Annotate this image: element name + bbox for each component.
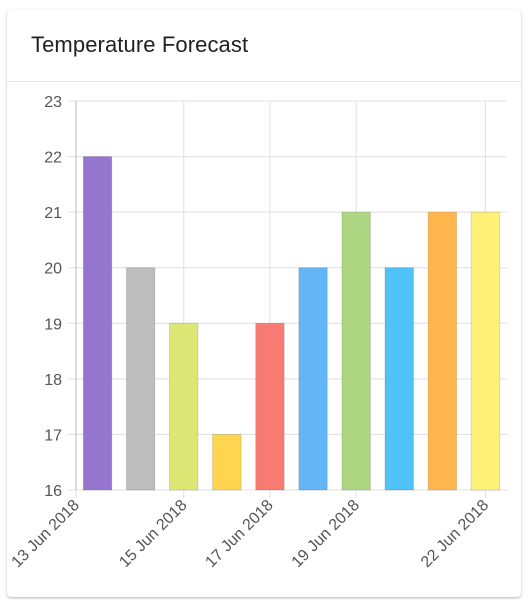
x-tick-label: 17 Jun 2018	[202, 497, 276, 571]
y-tick-label: 18	[44, 372, 62, 389]
chart-card: Temperature Forecast 16 17 18 19 20 21 22 23 13 …	[7, 10, 521, 597]
bar-22-jun-2018[interactable]	[470, 211, 501, 491]
y-tick-label: 20	[44, 261, 62, 278]
x-tick-label: 22 Jun 2018	[418, 497, 492, 571]
bars-layer	[82, 156, 501, 491]
y-tick-label: 21	[44, 205, 62, 222]
bar-19-jun-2018[interactable]	[341, 211, 371, 491]
y-tick-label: 23	[44, 94, 62, 111]
bar-13-jun-2018[interactable]	[82, 156, 113, 491]
bar-chart: 16 17 18 19 20 21 22 23 13 Jun 2018 15 Jun 2018 17…	[9, 94, 507, 571]
card-header: Temperature Forecast	[7, 10, 521, 82]
y-tick-label: 16	[44, 483, 62, 500]
axis-layer: 16 17 18 19 20 21 22 23 13 Jun 2018 15 Jun 2018 17…	[9, 94, 493, 571]
x-tick-label: 13 Jun 2018	[9, 497, 83, 571]
bar-17-jun-2018[interactable]	[255, 322, 285, 491]
chart-title: Temperature Forecast	[31, 32, 249, 57]
y-tick-label: 17	[44, 427, 62, 444]
x-tick-label: 19 Jun 2018	[289, 497, 363, 571]
x-tick-label: 15 Jun 2018	[116, 497, 190, 571]
bar-21-jun-2018[interactable]	[427, 211, 458, 491]
bar-18-jun-2018[interactable]	[298, 267, 328, 491]
bar-20-jun-2018[interactable]	[384, 267, 414, 491]
y-tick-label: 19	[44, 316, 62, 333]
bar-15-jun-2018[interactable]	[169, 322, 199, 491]
bar-16-jun-2018[interactable]	[212, 433, 242, 491]
chart-area: 16 17 18 19 20 21 22 23 13 Jun 2018 15 Jun 2018 17…	[7, 83, 521, 597]
bar-14-jun-2018[interactable]	[125, 267, 156, 491]
y-tick-label: 22	[44, 150, 62, 167]
